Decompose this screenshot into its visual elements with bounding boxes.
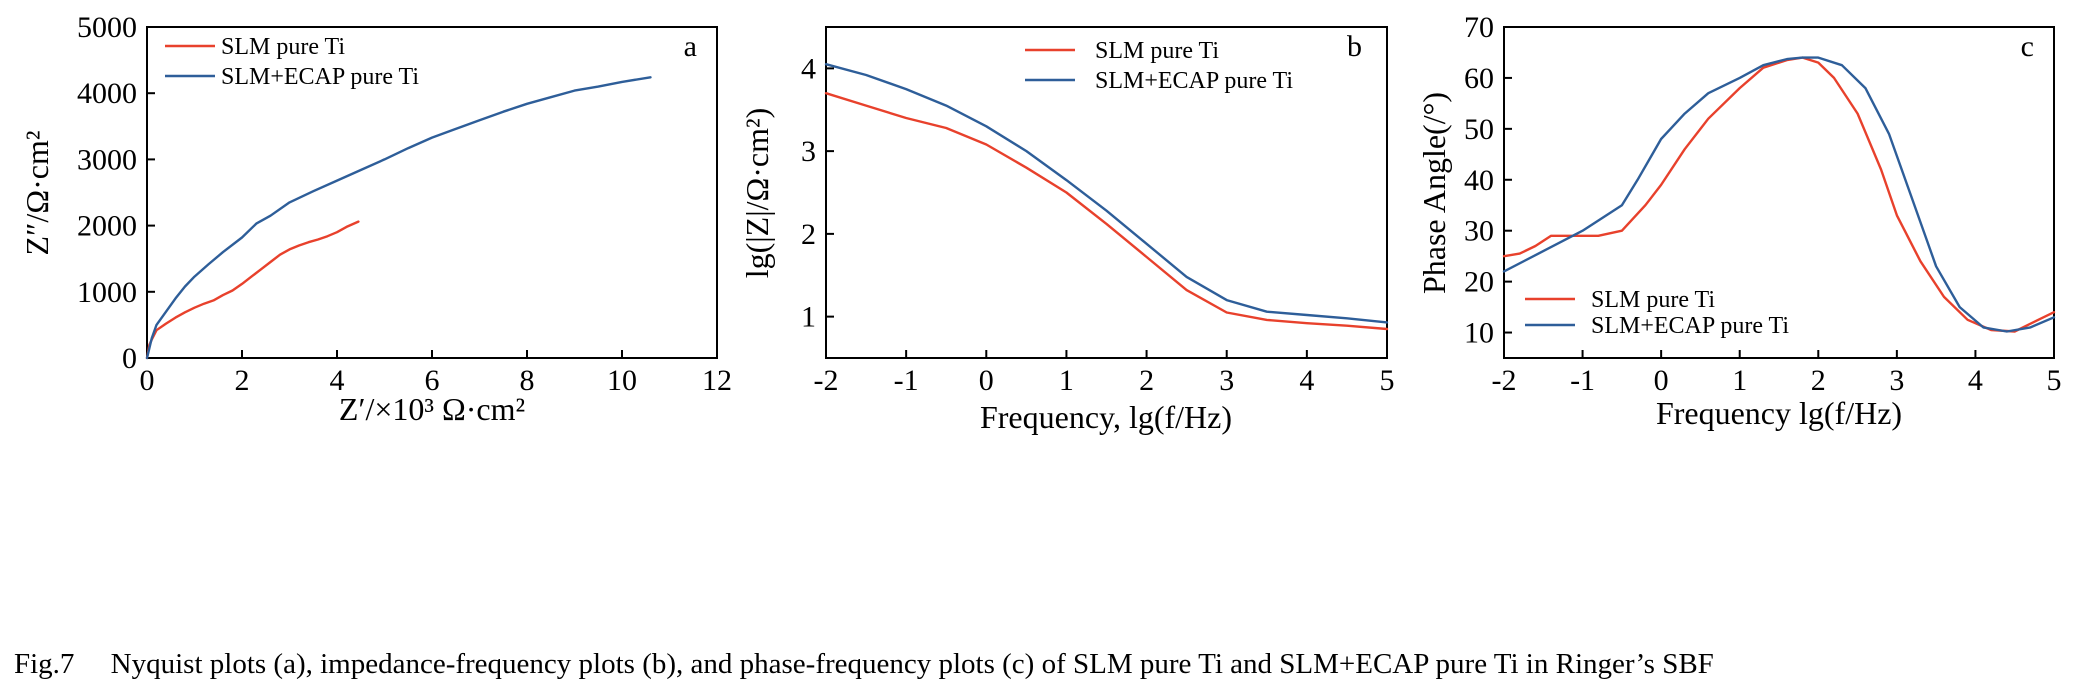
x-tick-label: -1 xyxy=(894,364,919,397)
series-line-slm xyxy=(145,220,360,360)
legend-label: SLM+ECAP pure Ti xyxy=(221,64,419,90)
x-tick-label: 4 xyxy=(1968,364,1983,397)
x-axis-title: Frequency lg(f/Hz) xyxy=(1656,395,1902,431)
plot-frame xyxy=(825,26,1388,359)
plot-frame xyxy=(1503,26,2055,359)
legend-label: SLM pure Ti xyxy=(221,34,345,60)
x-tick-label: 4 xyxy=(330,364,345,397)
y-tick-label: 3000 xyxy=(77,143,137,176)
y-tick-label: 70 xyxy=(1464,11,1494,44)
chart-panel-c: -2 -1 0 1 2 3 4 5 10 20 30 40 50 60 70 SLM pure TiSLM+E… xyxy=(1416,11,2062,431)
x-tick-label: 8 xyxy=(520,364,535,397)
x-tick-label: -2 xyxy=(1492,364,1517,397)
y-tick-label: 4 xyxy=(801,52,816,85)
y-tick-label: 10 xyxy=(1464,317,1494,350)
chart-panel-b: -2 -1 0 1 2 3 4 5 1 2 3 4 SLM pure Ti SLM+ECAP pure T… xyxy=(739,26,1395,435)
series-line-slm-ecap xyxy=(824,63,1389,324)
y-tick-label: 30 xyxy=(1464,215,1494,248)
series-line-slm-ecap xyxy=(145,76,652,360)
x-tick-label: 5 xyxy=(1380,364,1395,397)
x-tick-label: -2 xyxy=(814,364,839,397)
x-tick-label: 12 xyxy=(702,364,732,397)
x-tick-label: 10 xyxy=(607,364,637,397)
y-axis-title: Z″/Ω·cm² xyxy=(19,131,55,256)
x-tick-label: 2 xyxy=(1811,364,1826,397)
y-tick-label: 20 xyxy=(1464,266,1494,299)
x-tick-label: 1 xyxy=(1732,364,1747,397)
legend-label: SLM+ECAP pure Ti xyxy=(1591,313,1789,339)
series-line-slm xyxy=(824,92,1389,331)
x-tick-label: 0 xyxy=(140,364,155,397)
x-tick-label: -1 xyxy=(1570,364,1595,397)
x-tick-label: 2 xyxy=(1139,364,1154,397)
x-tick-label: 3 xyxy=(1219,364,1234,397)
figure-caption: Fig.7 Nyquist plots (a), impedance-frequ… xyxy=(14,648,1714,680)
legend-label: SLM+ECAP pure Ti xyxy=(1095,68,1293,94)
panel-letter: a xyxy=(684,30,697,63)
y-tick-label: 5000 xyxy=(77,11,137,44)
x-tick-label: 2 xyxy=(235,364,250,397)
series-line-slm-ecap xyxy=(1502,56,2056,333)
y-tick-label: 50 xyxy=(1464,113,1494,146)
x-tick-label: 0 xyxy=(1654,364,1669,397)
x-tick-label: 3 xyxy=(1889,364,1904,397)
y-axis-title: Phase Angle(/°) xyxy=(1416,92,1452,294)
y-tick-label: 1 xyxy=(801,301,816,334)
y-tick-label: 1000 xyxy=(77,276,137,309)
y-tick-label: 40 xyxy=(1464,164,1494,197)
y-tick-label: 2 xyxy=(801,218,816,251)
x-tick-label: 0 xyxy=(979,364,994,397)
legend-label: SLM pure Ti xyxy=(1591,287,1715,313)
x-tick-label: 4 xyxy=(1299,364,1314,397)
legend-label: SLM pure Ti xyxy=(1095,38,1219,64)
y-axis-title: lg(|Z|/Ω·cm²) xyxy=(739,108,775,279)
legend: SLM pure Ti SLM+ECAP pure Ti xyxy=(165,34,419,90)
x-tick-label: 1 xyxy=(1059,364,1074,397)
panel-letter: c xyxy=(2021,30,2034,63)
x-tick-label: 6 xyxy=(425,364,440,397)
chart-panel-a: 0 2 4 6 8 10 12 0 1000 2000 3000 4000 5000 SLM pure T… xyxy=(19,11,732,427)
y-tick-label: 0 xyxy=(122,342,137,375)
y-tick-label: 3 xyxy=(801,135,816,168)
legend: SLM pure Ti SLM+ECAP pure Ti xyxy=(1025,38,1293,94)
y-tick-label: 60 xyxy=(1464,62,1494,95)
x-axis-title: Z′/×10³ Ω·cm² xyxy=(339,391,525,427)
x-axis-title: Frequency, lg(f/Hz) xyxy=(980,399,1232,435)
panel-letter: b xyxy=(1347,30,1362,63)
y-tick-label: 4000 xyxy=(77,77,137,110)
y-tick-label: 2000 xyxy=(77,210,137,243)
x-tick-label: 5 xyxy=(2047,364,2062,397)
series-line-slm xyxy=(1502,56,2056,333)
